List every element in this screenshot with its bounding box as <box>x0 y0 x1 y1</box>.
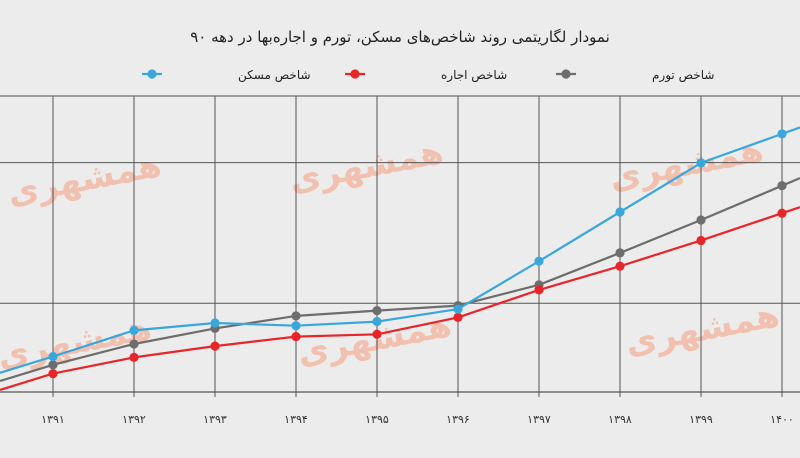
x-tick-label: ۱۳۹۸ <box>608 413 632 426</box>
x-tick-label: ۱۳۹۷ <box>527 413 551 426</box>
series-line <box>0 177 800 383</box>
x-tick-label: ۱۴۰۰ <box>770 413 794 426</box>
data-point <box>777 181 787 191</box>
data-point <box>777 129 787 139</box>
data-point <box>48 351 58 362</box>
data-point <box>615 207 625 217</box>
watermark: همشهری <box>286 132 447 201</box>
x-tick-label: ۱۳۹۵ <box>365 413 389 426</box>
data-point <box>372 316 382 327</box>
data-point <box>129 325 139 336</box>
data-point <box>372 306 382 316</box>
watermark-layer: همشهری همشهری همشهری همشهری همشهری همشهر… <box>0 130 783 377</box>
x-tick-label: ۱۳۹۱ <box>41 413 65 426</box>
data-point <box>615 248 625 258</box>
data-point <box>129 339 139 349</box>
data-point <box>291 332 301 342</box>
data-point <box>615 261 625 271</box>
data-point <box>453 304 463 314</box>
grid <box>0 95 800 397</box>
legend: شاخص مسکن شاخص اجاره شاخص تورم <box>142 68 714 83</box>
data-point <box>696 158 706 168</box>
data-point <box>453 312 463 323</box>
series-layer <box>0 126 800 391</box>
watermark: همشهری <box>622 295 783 364</box>
legend-marker <box>561 69 571 79</box>
watermark: همشهری <box>606 130 767 199</box>
legend-label: شاخص تورم <box>652 68 714 83</box>
data-point <box>777 208 787 218</box>
data-point <box>210 318 220 328</box>
legend-item: شاخص مسکن <box>142 68 311 83</box>
series-0 <box>0 126 800 374</box>
watermark: همشهری <box>4 145 165 214</box>
data-point <box>534 285 544 295</box>
data-point <box>210 341 220 351</box>
data-point <box>291 321 301 331</box>
series-1 <box>0 206 800 391</box>
series-line <box>0 126 800 374</box>
x-tick-label: ۱۳۹۲ <box>122 413 146 426</box>
legend-label: شاخص مسکن <box>238 68 311 83</box>
data-point <box>48 360 58 370</box>
data-point <box>696 215 706 225</box>
legend-marker <box>147 69 157 79</box>
data-point <box>48 369 58 379</box>
chart-title: نمودار لگاریتمی روند شاخص‌های مسکن، تورم… <box>190 28 610 46</box>
data-point <box>534 256 544 266</box>
series-line <box>0 206 800 391</box>
data-point <box>129 352 139 362</box>
legend-item: شاخص تورم <box>556 68 714 83</box>
x-tick-label: ۱۳۹۳ <box>203 413 227 426</box>
x-axis-ticks: ۱۳۹۱ ۱۳۹۲ ۱۳۹۳ ۱۳۹۴ ۱۳۹۵ ۱۳۹۶ ۱۳۹۷ ۱۳۹۸ ۱۳۹۹ ۱۴۰۰ <box>41 413 794 426</box>
data-point <box>372 329 382 339</box>
x-tick-label: ۱۳۹۹ <box>689 413 713 426</box>
data-point <box>696 235 706 246</box>
data-point <box>291 311 301 321</box>
legend-label: شاخص اجاره <box>441 68 507 83</box>
legend-marker <box>350 69 360 79</box>
x-tick-label: ۱۳۹۴ <box>284 413 308 426</box>
legend-item: شاخص اجاره <box>345 68 507 83</box>
x-tick-label: ۱۳۹۶ <box>446 413 470 426</box>
